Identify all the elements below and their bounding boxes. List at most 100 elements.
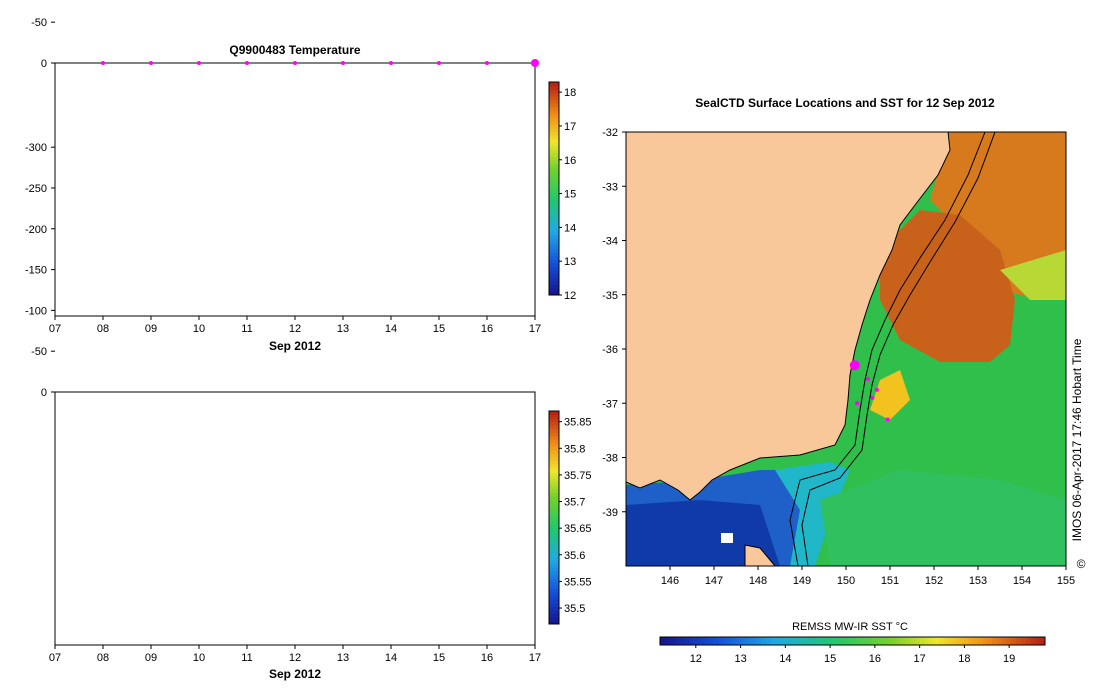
sst-colorbar-segment — [669, 637, 675, 645]
temperature-colorbar-segment — [549, 103, 559, 108]
sst-colorbar-segment — [1025, 637, 1032, 645]
salinity-colorbar-segment — [549, 620, 559, 625]
salinity-ytick-label: -150 — [25, 265, 47, 277]
salinity-colorbar-segment — [549, 609, 559, 614]
temperature-colorbar-segment — [549, 259, 559, 264]
sst-colorbar-segment — [756, 637, 762, 645]
temperature-colorbar-label: 15 — [564, 189, 576, 201]
salinity-colorbar-segment — [549, 556, 559, 561]
surface-marker — [293, 61, 297, 65]
sst-colorbar-label: REMSS MW-IR SST °C — [792, 621, 908, 633]
salinity-colorbar-segment — [549, 549, 559, 554]
salinity-colorbar-label: 35.6 — [564, 550, 585, 562]
temperature-colorbar-segment — [549, 273, 559, 278]
sst-colorbar-segment — [977, 637, 983, 645]
salinity-colorbar-segment — [549, 613, 559, 618]
temperature-colorbar-label: 12 — [564, 290, 576, 302]
sst-colorbar-segment — [674, 637, 680, 645]
salinity-colorbar-segment — [549, 446, 559, 451]
temperature-colorbar-label: 17 — [564, 121, 576, 133]
sst-colorbar-segment — [722, 637, 728, 645]
map-xtick-label: 152 — [925, 575, 943, 587]
sst-colorbar-segment — [751, 637, 757, 645]
temperature-colorbar-segment — [549, 192, 559, 197]
map-ytick-label: -33 — [602, 181, 618, 193]
temperature-colorbar-segment — [549, 131, 559, 136]
temperature-colorbar-segment — [549, 156, 559, 161]
sst-colorbar-segment — [1020, 637, 1027, 645]
map-xtick-label: 151 — [881, 575, 899, 587]
salinity-colorbar-segment — [549, 414, 559, 419]
salinity-colorbar-segment — [549, 442, 559, 447]
sst-colorbar-tick-label: 19 — [1003, 653, 1015, 665]
land-mainland — [626, 132, 951, 501]
map-xtick-label: 154 — [1013, 575, 1031, 587]
temperature-colorbar-frame — [548, 81, 560, 296]
salinity-ytick-label: -200 — [25, 224, 47, 236]
temperature-colorbar-segment — [549, 153, 559, 158]
sst-colorbar-segment — [775, 637, 781, 645]
temperature-colorbar-label: 14 — [564, 222, 576, 234]
sst-colorbar-segment — [823, 637, 829, 645]
sst-colorbar-tick-label: 13 — [734, 653, 746, 665]
temperature-colorbar-segment — [549, 224, 559, 229]
temperature-colorbar-segment — [549, 110, 559, 115]
salinity-colorbar-segment — [549, 478, 559, 483]
sst-colorbar-segment — [842, 637, 849, 645]
sst-colorbar-segment — [862, 637, 868, 645]
salinity-colorbar-segment — [549, 457, 559, 462]
sst-colorbar-segment — [963, 637, 969, 645]
salinity-colorbar-segment — [549, 560, 559, 565]
sst-colorbar-segment — [770, 637, 776, 645]
salinity-colorbar-label: 35.75 — [564, 470, 592, 482]
sst-colorbar-segment — [741, 637, 748, 645]
salinity-xtick-label: 07 — [49, 652, 61, 664]
salinity-colorbar-segment — [549, 584, 559, 589]
salinity-colorbar-label: 35.55 — [564, 576, 592, 588]
temperature-colorbar-segment — [549, 128, 559, 133]
temperature-colorbar-segment — [549, 280, 559, 285]
salinity-colorbar-segment — [549, 602, 559, 607]
salinity-colorbar-segment — [549, 489, 559, 494]
temperature-colorbar-segment — [549, 89, 559, 94]
temperature-colorbar-segment — [549, 277, 559, 282]
sst-warm-eddy — [880, 210, 1015, 362]
sst-colorbar-segment — [804, 637, 810, 645]
temperature-colorbar-segment — [549, 184, 559, 189]
salinity-xlabel: Sep 2012 — [269, 667, 321, 681]
surface-marker — [437, 61, 441, 65]
temperature-axes-frame — [54, 62, 536, 317]
salinity-colorbar-segment — [549, 499, 559, 504]
temperature-xtick-label: 07 — [49, 323, 61, 335]
temperature-colorbar-segment — [549, 252, 559, 257]
sst-colorbar-tick-label: 17 — [914, 653, 926, 665]
sst-colorbar-frame — [659, 636, 1046, 646]
temperature-colorbar-segment — [549, 99, 559, 104]
sst-colorbar-segment — [708, 637, 714, 645]
seal-location — [874, 387, 879, 392]
map-ytick-label: -32 — [602, 127, 618, 139]
salinity-ytick-label: 0 — [41, 387, 47, 399]
salinity-colorbar-segment — [549, 588, 559, 593]
sst-colorbar-segment — [929, 637, 935, 645]
temperature-colorbar-segment — [549, 248, 559, 253]
temperature-xtick-label: 13 — [337, 323, 349, 335]
sst-colorbar-segment — [737, 637, 743, 645]
salinity-ytick-label: -50 — [31, 346, 47, 358]
sst-colorbar-segment — [1001, 637, 1007, 645]
temperature-xtick-label: 12 — [289, 323, 301, 335]
salinity-xtick-label: 16 — [481, 652, 493, 664]
sst-colorbar-segment — [876, 637, 882, 645]
credit-text: IMOS 06-Apr-2017 17:46 Hobart Time — [1070, 338, 1084, 541]
sst-colorbar-segment — [746, 637, 752, 645]
seal-location — [855, 401, 859, 406]
map-ytick-label: -35 — [602, 290, 618, 302]
bathymetry-contour-outer — [801, 132, 996, 566]
salinity-xtick-label: 09 — [145, 652, 157, 664]
seal-location — [870, 395, 875, 400]
sst-colorbar-segment — [972, 637, 979, 645]
sst-colorbar-segment — [761, 637, 767, 645]
sst-colorbar-segment — [939, 637, 945, 645]
surface-marker — [101, 61, 105, 65]
